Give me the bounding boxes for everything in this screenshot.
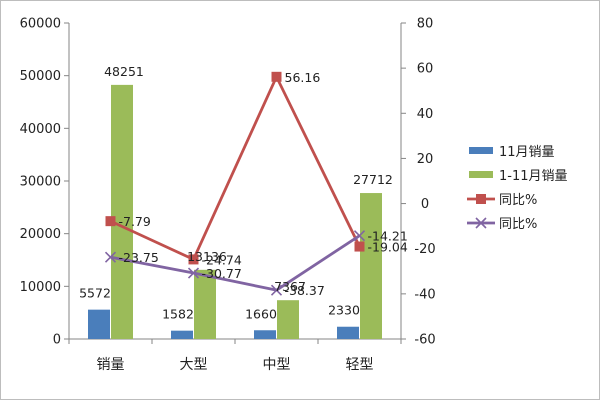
legend-label: 11月销量 — [499, 145, 555, 160]
bar-ytd — [360, 193, 382, 339]
y-left-tick-label: 10000 — [20, 280, 61, 295]
legend-label: 同比% — [499, 217, 537, 232]
bar-ytd — [277, 300, 299, 339]
bars — [88, 84, 382, 339]
y-left-tick-label: 40000 — [20, 122, 61, 137]
line-marker-square — [354, 241, 365, 252]
line-data-label: -23.75 — [119, 250, 159, 265]
bar-data-label: 5572 — [79, 286, 111, 301]
x-category-label: 大型 — [180, 357, 208, 373]
bar-data-label: 2330 — [328, 303, 360, 318]
bar-ytd — [111, 84, 133, 339]
x-category-label: 销量 — [97, 357, 125, 373]
y-right-tick-label: 0 — [421, 197, 429, 212]
y-left-tick-label: 30000 — [20, 175, 61, 190]
y-right-tick-label: 20 — [417, 152, 434, 167]
bar-nov — [254, 330, 276, 339]
bar-nov — [171, 330, 193, 339]
y-left-tick-label: 0 — [53, 333, 61, 348]
line-data-label: -7.79 — [119, 214, 151, 229]
line-data-label: 56.16 — [285, 70, 321, 85]
bar-ytd — [194, 269, 216, 339]
legend-swatch — [469, 147, 493, 154]
line-data-label: -30.77 — [202, 266, 242, 281]
legend-swatch — [469, 171, 493, 178]
legend-marker-square — [476, 194, 486, 204]
line-data-label: -19.04 — [368, 240, 408, 255]
line-marker-x — [187, 267, 200, 279]
line-marker-x — [270, 284, 283, 296]
bar-data-label: 27712 — [353, 172, 393, 187]
y-right-tick-label: 60 — [417, 62, 434, 77]
legend-label: 1-11月销量 — [499, 169, 568, 184]
line-marker-square — [271, 71, 282, 82]
bar-data-label: 7367 — [274, 279, 306, 294]
axes: 0 10000 20000 30000 40000 50000 60000 -60 -40 -20… — [20, 17, 436, 374]
line-data-label: -24.74 — [202, 252, 242, 267]
line-series-1 — [109, 75, 361, 261]
lines — [104, 71, 366, 296]
y-right-tick-label: -40 — [414, 287, 435, 302]
bar-nov — [337, 326, 359, 339]
x-category-label: 中型 — [263, 357, 291, 373]
line-data-label: -38.37 — [285, 283, 325, 298]
y-right-tick-label: 40 — [417, 107, 434, 122]
data-labels: 5572 1582 1660 2330 48251 13136 7367 27712 -7.79… — [79, 64, 408, 322]
legend-marker-x — [475, 217, 487, 229]
legend-label: 同比% — [499, 193, 537, 208]
y-left-tick-label: 50000 — [20, 69, 61, 84]
y-right-tick-label: -60 — [414, 333, 435, 348]
bar-data-label: 48251 — [104, 64, 144, 79]
line-marker-x — [353, 230, 366, 242]
y-left-tick-label: 60000 — [20, 17, 61, 32]
y-right-tick-label: 80 — [417, 17, 434, 32]
bar-data-label: 13136 — [187, 249, 227, 264]
y-right-tick-label: -20 — [414, 242, 435, 257]
line-data-label: -14.21 — [368, 229, 408, 244]
line-marker-x — [104, 251, 117, 263]
line-marker-square — [105, 216, 116, 227]
bar-data-label: 1660 — [245, 306, 277, 321]
line-series-2 — [110, 234, 361, 292]
y-left-tick-label: 20000 — [20, 227, 61, 242]
x-category-label: 轻型 — [346, 357, 374, 373]
bar-nov — [88, 309, 110, 339]
line-marker-square — [188, 254, 199, 265]
bar-data-label: 1582 — [162, 307, 194, 322]
